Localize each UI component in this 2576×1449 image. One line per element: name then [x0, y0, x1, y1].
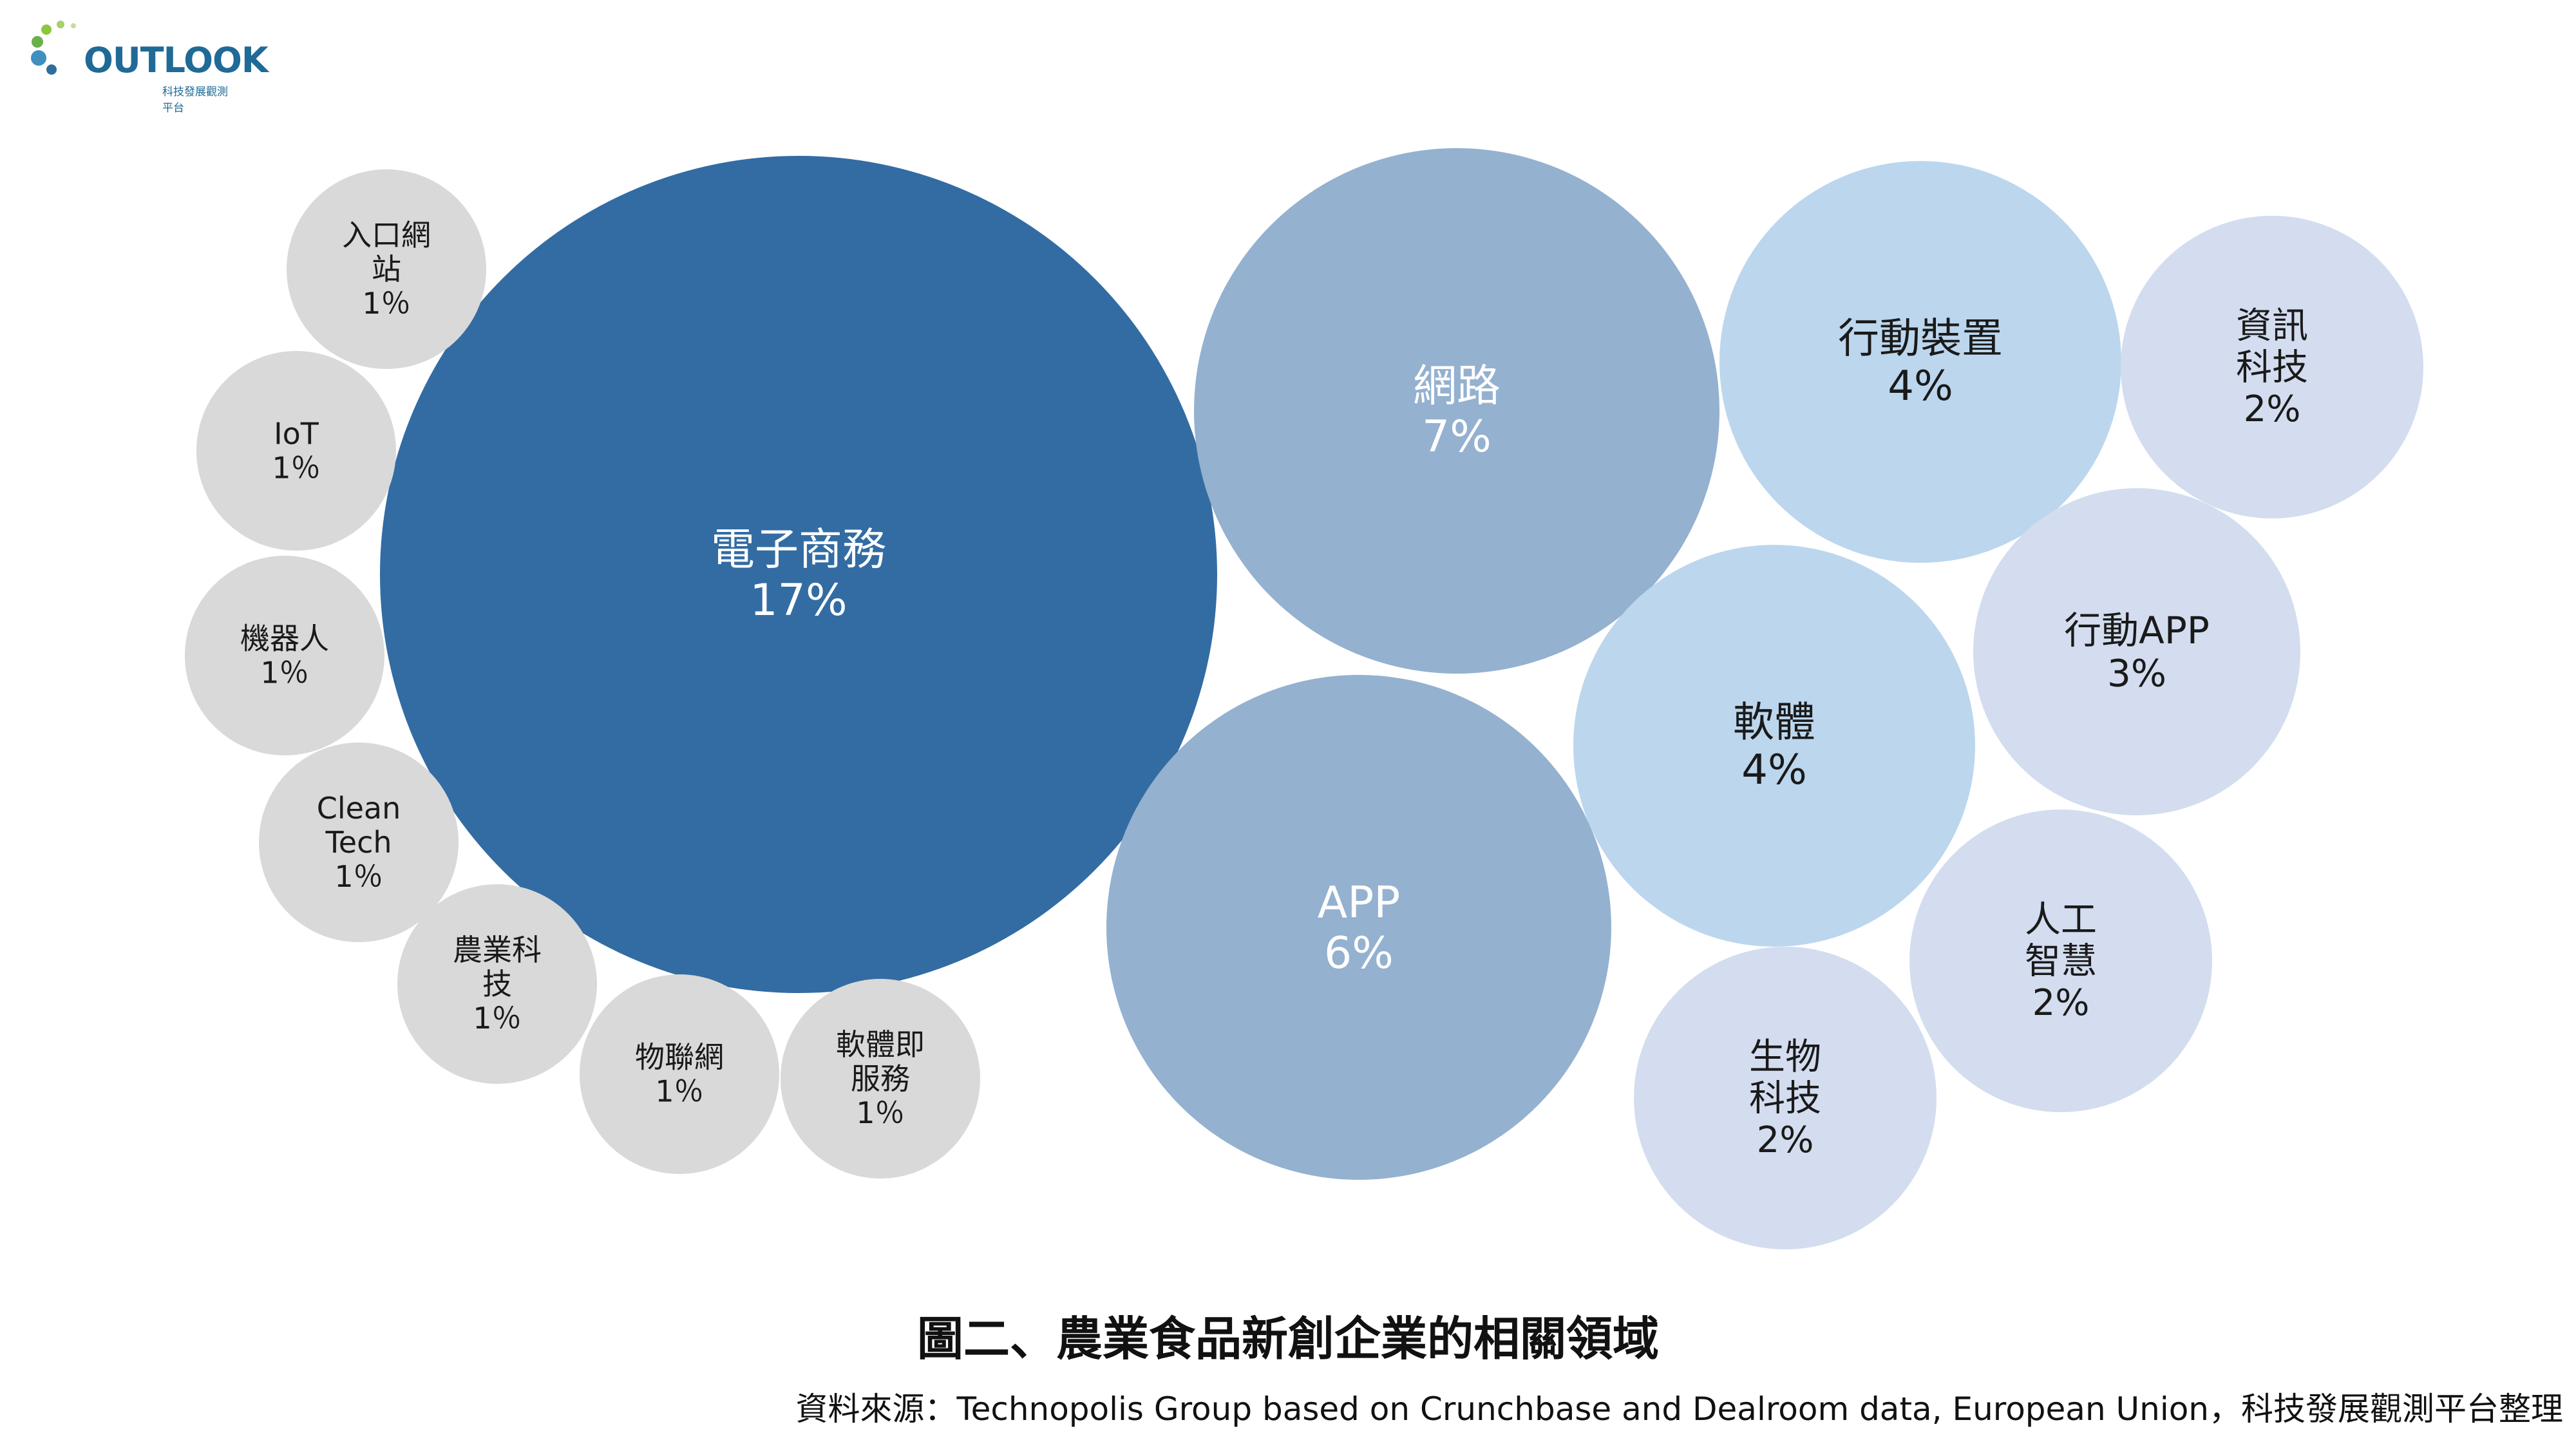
bubble-category-label: 服務 — [851, 1061, 910, 1096]
bubble-circle — [2121, 216, 2423, 518]
bubble-value-label: 2% — [1757, 1119, 1814, 1161]
bubble-category-label: 技 — [482, 967, 512, 1001]
chart-source: 資料來源：Technopolis Group based on Crunchba… — [795, 1390, 2563, 1428]
bubble-circle — [287, 169, 486, 369]
bubble-category-label: Tech — [325, 825, 392, 860]
bubble-value-label: 1％ — [260, 656, 308, 690]
bubble-circle — [1634, 947, 1937, 1249]
bubble-category-label: 資訊 — [2236, 305, 2308, 347]
bubble-category-label: 科技 — [1749, 1078, 1821, 1120]
bubble-circle — [259, 743, 459, 942]
bubble-value-label: 1％ — [334, 859, 383, 894]
bubble-category-label: 行動APP — [2064, 609, 2210, 652]
bubble-value-label: 6% — [1324, 928, 1394, 979]
bubble-value-label: 1％ — [272, 451, 320, 486]
bubble-value-label: 1％ — [856, 1095, 904, 1130]
bubble-circle — [380, 156, 1217, 993]
bubble-circle — [580, 974, 779, 1174]
bubble-category-label: 物聯網 — [635, 1040, 724, 1075]
bubble-category-label: 軟體即 — [836, 1027, 925, 1062]
bubble-circle — [196, 351, 396, 551]
logo-wordmark: OUTLOOK — [84, 40, 269, 80]
bubble-category-label: 機器人 — [240, 621, 329, 656]
bubble-value-label: 1％ — [362, 286, 410, 321]
bubble-circle — [185, 556, 384, 755]
bubble-circle — [397, 884, 597, 1084]
logo-subtitle: 科技發展觀測平台 — [162, 86, 228, 115]
bubble-value-label: 7% — [1422, 412, 1492, 462]
bubble-category-label: Clean — [317, 791, 401, 826]
bubble-value-label: 4% — [1741, 746, 1807, 794]
bubble-circle — [1194, 148, 1719, 674]
bubble-value-label: 4% — [1888, 363, 1953, 410]
bubble-category-label: 人工 — [2025, 899, 2097, 941]
bubble-category-label: 農業科 — [453, 933, 542, 967]
bubble-category-label: 行動裝置 — [1838, 316, 2003, 363]
bubble-category-label: 網路 — [1413, 361, 1501, 412]
bubble-category-label: IoT — [274, 417, 319, 451]
bubble-value-label: 1％ — [655, 1074, 703, 1109]
bubble-value-label: 17% — [750, 575, 847, 626]
chart-title: 圖二、農業食品新創企業的相關領域 — [916, 1312, 1659, 1366]
logo-dots-icon — [31, 21, 76, 75]
bubble-value-label: 2% — [2244, 388, 2301, 430]
outlook-logo: OUTLOOK 科技發展觀測平台 — [19, 13, 269, 115]
bubble-category-label: APP — [1318, 878, 1401, 929]
bubble-value-label: 1％ — [473, 1001, 521, 1036]
bubble-category-label: 智慧 — [2025, 941, 2097, 983]
bubble-circle — [1973, 488, 2300, 815]
bubble-value-label: 3% — [2107, 652, 2166, 696]
bubble-category-label: 科技 — [2236, 347, 2308, 389]
bubble-circle — [781, 979, 980, 1179]
bubble-category-label: 站 — [372, 252, 401, 287]
bubble-circle — [1573, 545, 1975, 947]
bubble-circle — [1909, 810, 2212, 1112]
bubble-category-label: 軟體 — [1733, 699, 1815, 747]
bubble: 軟體4% — [1573, 545, 1975, 947]
bubble-circle — [1719, 161, 2121, 563]
bubble-category-label: 生物 — [1749, 1036, 1821, 1078]
bubble-value-label: 2% — [2032, 982, 2090, 1024]
bubble-category-label: 入口網 — [342, 218, 431, 252]
bubble-category-label: 電子商務 — [711, 525, 886, 576]
bubble-circle — [1106, 675, 1611, 1180]
bubble: 網路7% — [1194, 148, 1719, 674]
